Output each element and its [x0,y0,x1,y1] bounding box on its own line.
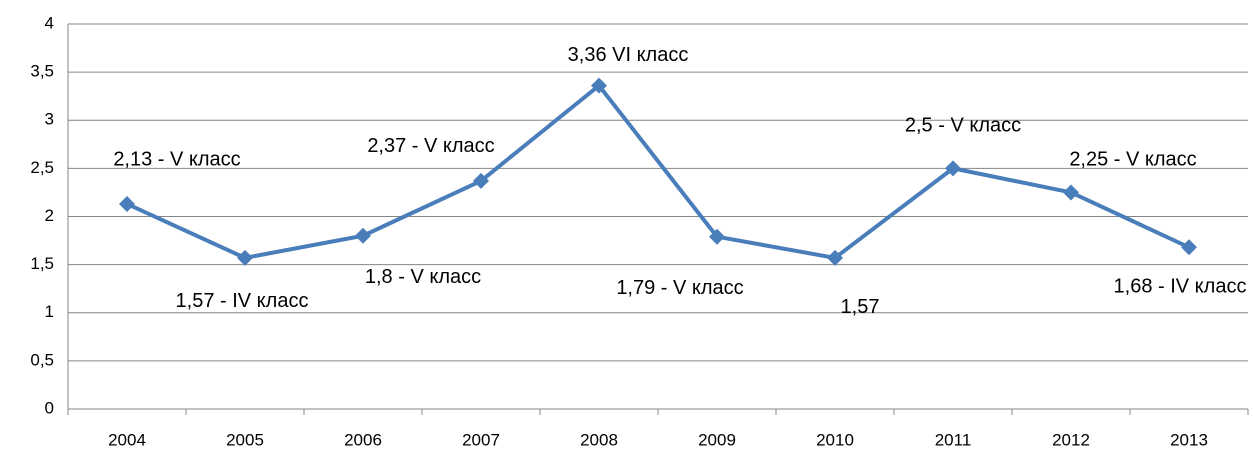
x-tick-label: 2012 [1052,430,1090,449]
x-tick-label: 2008 [580,430,618,449]
data-label: 2,5 - V класс [905,115,1021,137]
x-tick-label: 2004 [108,430,146,449]
y-tick-label: 2 [45,206,54,225]
line [126,83,1190,260]
y-tick-label: 1 [45,302,54,321]
marker [473,172,489,189]
y-tick-label: 3 [45,110,54,129]
data-label: 3,36 VI класс [568,44,689,66]
x-tick-label: 2013 [1170,430,1208,449]
x-tick-label: 2006 [344,430,382,449]
data-label: 2,25 - V класс [1069,149,1196,171]
marker [1063,184,1079,201]
marker [709,228,725,245]
x-tick-label: 2005 [226,430,264,449]
x-tick-label: 2010 [816,430,854,449]
y-tick-label: 4 [45,13,54,32]
data-label: 1,57 - IV класс [176,290,309,312]
marker [355,227,371,244]
x-tick-label: 2011 [935,430,972,449]
data-label: 1,79 - V класс [616,277,743,299]
data-label: 2,13 - V класс [113,148,240,170]
x-tick-label: 2009 [698,430,736,449]
marker [237,249,253,266]
y-tick-label: 1,5 [30,254,54,273]
marker [591,77,607,94]
data-label: 2,37 - V класс [367,135,494,157]
x-tick-label: 2007 [462,430,500,449]
marker [945,160,961,177]
marker [827,249,843,266]
y-tick-label: 0 [45,398,54,417]
y-tick-label: 3,5 [30,62,54,81]
marker [1181,239,1197,256]
data-label: 1,57 [841,296,880,318]
y-tick-label: 0,5 [30,350,54,369]
data-label: 1,68 - IV класс [1114,276,1247,298]
data-label: 1,8 - V класс [365,266,481,288]
y-tick-label: 2,5 [30,158,54,177]
marker [119,195,135,212]
